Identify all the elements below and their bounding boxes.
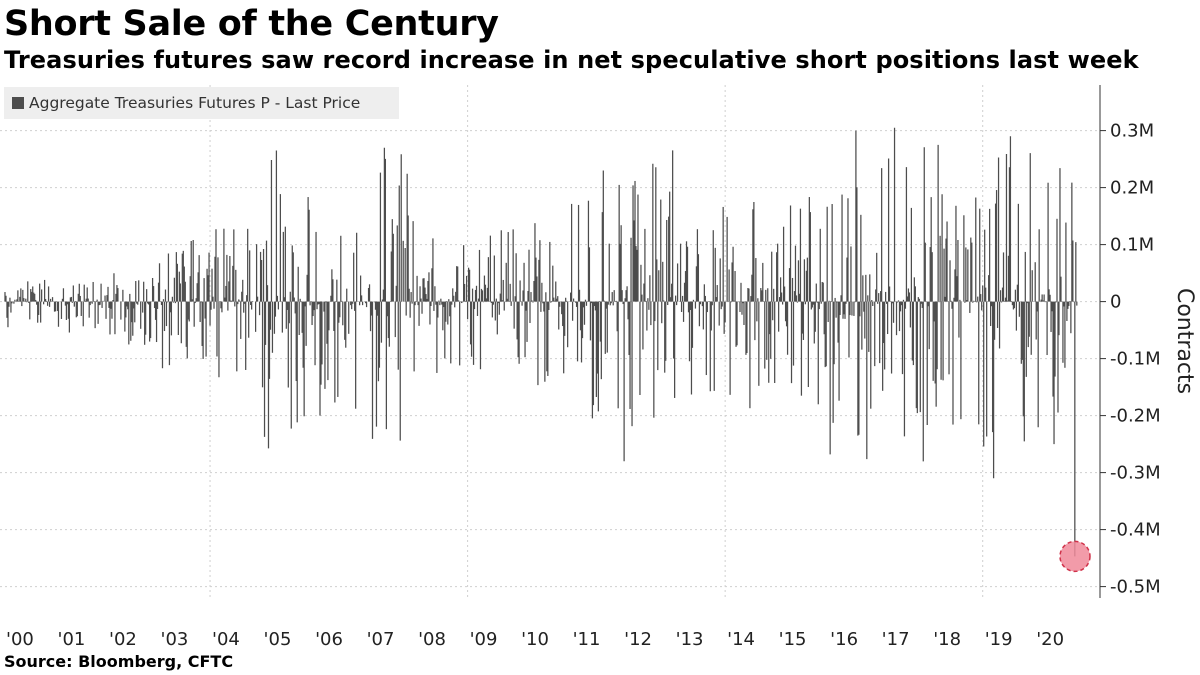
highlight-marker [1059, 540, 1091, 573]
x-tick-label: '13 [676, 629, 704, 650]
x-tick-label: '05 [264, 629, 292, 650]
x-tick-label: '11 [573, 629, 601, 650]
x-tick-label: '08 [418, 629, 446, 650]
x-tick-label: '20 [1036, 629, 1064, 650]
x-tick-label: '10 [521, 629, 549, 650]
y-tick-label: -0.5M [1110, 577, 1161, 598]
y-tick-label: 0.3M [1110, 121, 1154, 142]
chart-subtitle: Treasuries futures saw record increase i… [4, 46, 1139, 74]
x-tick-label: '03 [161, 629, 189, 650]
x-tick-label: '12 [624, 629, 652, 650]
x-tick-label: '06 [315, 629, 343, 650]
x-tick-label: '14 [727, 629, 755, 650]
legend-swatch [12, 97, 24, 109]
y-tick-label: 0 [1110, 292, 1121, 313]
y-tick-label: -0.2M [1110, 406, 1161, 427]
legend-label: Aggregate Treasuries Futures P - Last Pr… [29, 94, 361, 112]
bar-series [3, 127, 1091, 573]
x-tick-label: '04 [212, 629, 240, 650]
y-tick-label: 0.2M [1110, 178, 1154, 199]
y-tick-label: -0.4M [1110, 520, 1161, 541]
y-axis: 0.3M 0.2M 0.1M 0 -0.1M -0.2M -0.3M -0.4M -0.5M [1099, 85, 1161, 598]
x-tick-label: '09 [470, 629, 498, 650]
x-tick-label: '07 [367, 629, 395, 650]
x-tick-label: '19 [985, 629, 1013, 650]
x-tick-label: '18 [933, 629, 961, 650]
chart-title: Short Sale of the Century [4, 4, 499, 44]
x-axis: '00 '01 '02 '03 '04 '05 '06 '07 '08 '09 '10 '11 '12 '… [6, 629, 1064, 650]
y-axis-title: Contracts [1172, 288, 1197, 394]
y-tick-label: -0.3M [1110, 463, 1161, 484]
x-tick-label: '02 [109, 629, 137, 650]
legend: Aggregate Treasuries Futures P - Last Pr… [4, 87, 399, 119]
x-tick-label: '15 [779, 629, 807, 650]
x-tick-label: '17 [882, 629, 910, 650]
y-tick-label: 0.1M [1110, 235, 1154, 256]
x-tick-label: '00 [6, 629, 34, 650]
source-note: Source: Bloomberg, CFTC [4, 652, 234, 671]
x-tick-label: '16 [830, 629, 858, 650]
y-tick-label: -0.1M [1110, 349, 1161, 370]
x-tick-label: '01 [58, 629, 86, 650]
